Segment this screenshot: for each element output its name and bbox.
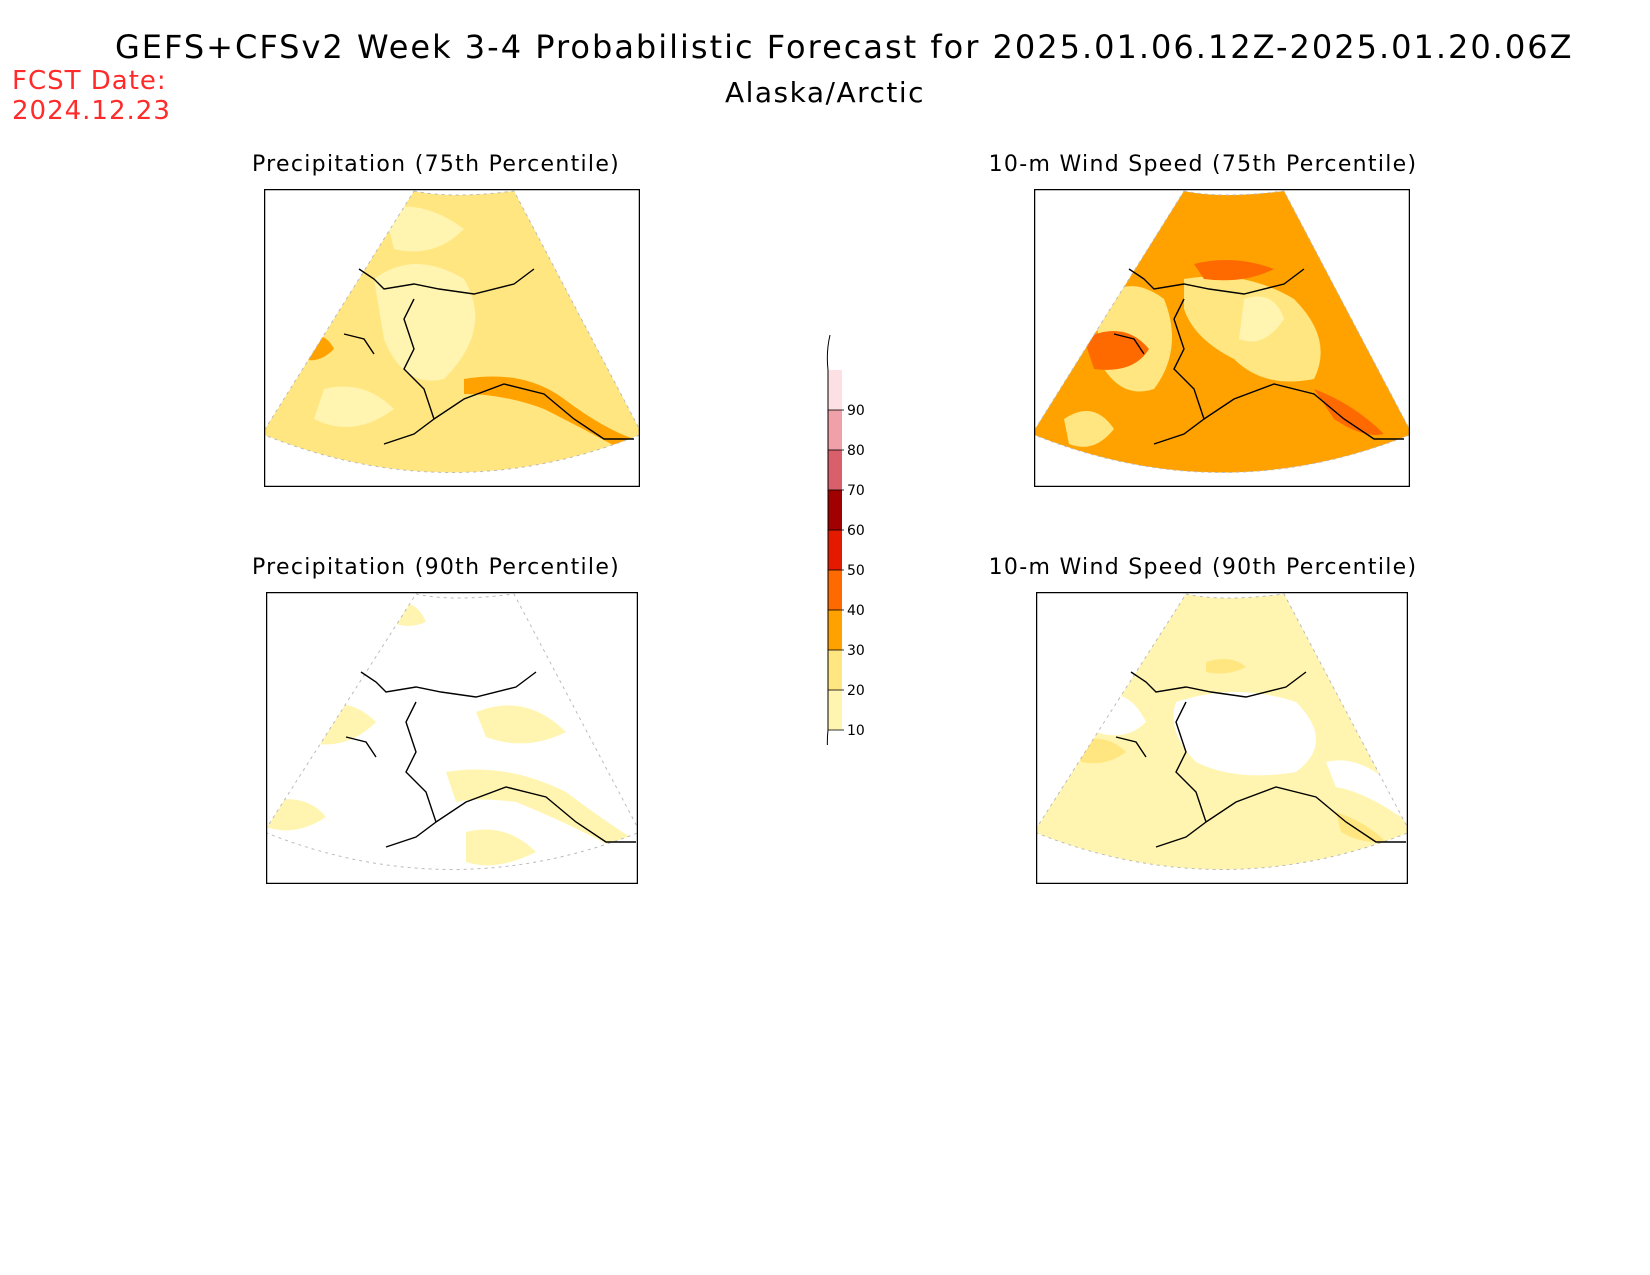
precip-90-domain-outline [266, 593, 638, 870]
colorbar-label: 50 [847, 563, 865, 579]
forecast-date-label: FCST Date: [12, 66, 167, 96]
colorbar: 10 20 30 40 50 60 70 80 90 [826, 335, 865, 745]
precip-75-coastline [343, 268, 634, 445]
map-precip-90 [266, 592, 638, 884]
wind-90-yellow-patch [1336, 812, 1386, 843]
precip-75-frame [264, 189, 640, 487]
panel-title-wind-90: 10-m Wind Speed (90th Percentile) [988, 555, 1418, 580]
precip-75-light-patch [374, 264, 476, 381]
wind-75-dark-patch [1314, 389, 1384, 435]
precip-75-domain-outline [264, 190, 640, 473]
wind-75-frame [1034, 189, 1410, 487]
precip-75-orange-band [464, 376, 634, 451]
precip-90-base-fill [266, 594, 638, 870]
colorbar-segment [828, 610, 842, 650]
wind-90-yellow-patch [1206, 658, 1246, 674]
colorbar-label: 20 [847, 683, 865, 699]
forecast-date-block: FCST Date: 2024.12.23 [12, 66, 171, 126]
precip-90-coastline [345, 671, 636, 848]
colorbar-segment [828, 530, 842, 570]
precip-90-yellow-patch [446, 769, 638, 854]
forecast-date-value: 2024.12.23 [12, 96, 171, 126]
wind-75-dark-patch [1194, 260, 1274, 281]
colorbar-segment [828, 450, 842, 490]
colorbar-top-tip [826, 335, 831, 371]
colorbar-label: 40 [847, 603, 865, 619]
colorbar-segment [828, 370, 842, 410]
wind-75-coastline [1113, 268, 1404, 445]
wind-75-light-patch [1064, 411, 1114, 447]
colorbar-segment [828, 410, 842, 450]
map-wind-90 [1036, 592, 1408, 884]
precip-75-light-patch [314, 386, 394, 427]
colorbar-label: 80 [847, 443, 865, 459]
wind-75-dark-patch [1084, 331, 1149, 370]
wind-90-domain-outline [1036, 593, 1408, 870]
colorbar-segment [828, 650, 842, 690]
main-title: GEFS+CFSv2 Week 3-4 Probabilistic Foreca… [115, 28, 1574, 66]
colorbar-label: 10 [847, 723, 865, 739]
panel-title-precip-75: Precipitation (75th Percentile) [252, 152, 621, 177]
panel-title-precip-90: Precipitation (90th Percentile) [252, 555, 621, 580]
wind-90-white-patch [1173, 692, 1316, 776]
precip-90-yellow-patch [266, 799, 326, 831]
region-subtitle: Alaska/Arctic [724, 76, 926, 109]
wind-75-white-patch [1239, 296, 1284, 342]
colorbar-label: 90 [847, 403, 865, 419]
wind-75-domain-outline [1034, 190, 1410, 473]
colorbar-segment [828, 690, 842, 730]
colorbar-label: 60 [847, 523, 865, 539]
wind-90-white-patch [1326, 760, 1408, 822]
wind-90-frame [1036, 592, 1408, 884]
precip-90-yellow-patch [466, 829, 536, 866]
colorbar-bottom-tip [826, 729, 829, 745]
panel-title-wind-75: 10-m Wind Speed (75th Percentile) [988, 152, 1418, 177]
wind-90-coastline [1115, 671, 1406, 848]
precip-90-yellow-patch [476, 705, 566, 744]
colorbar-label: 30 [847, 643, 865, 659]
precip-75-light-patch [384, 206, 464, 252]
map-wind-75 [1034, 189, 1410, 487]
colorbar-segment [828, 570, 842, 610]
map-precip-75 [264, 189, 640, 487]
precip-90-frame [266, 592, 638, 884]
colorbar-label: 70 [847, 483, 865, 499]
colorbar-segment [828, 490, 842, 530]
